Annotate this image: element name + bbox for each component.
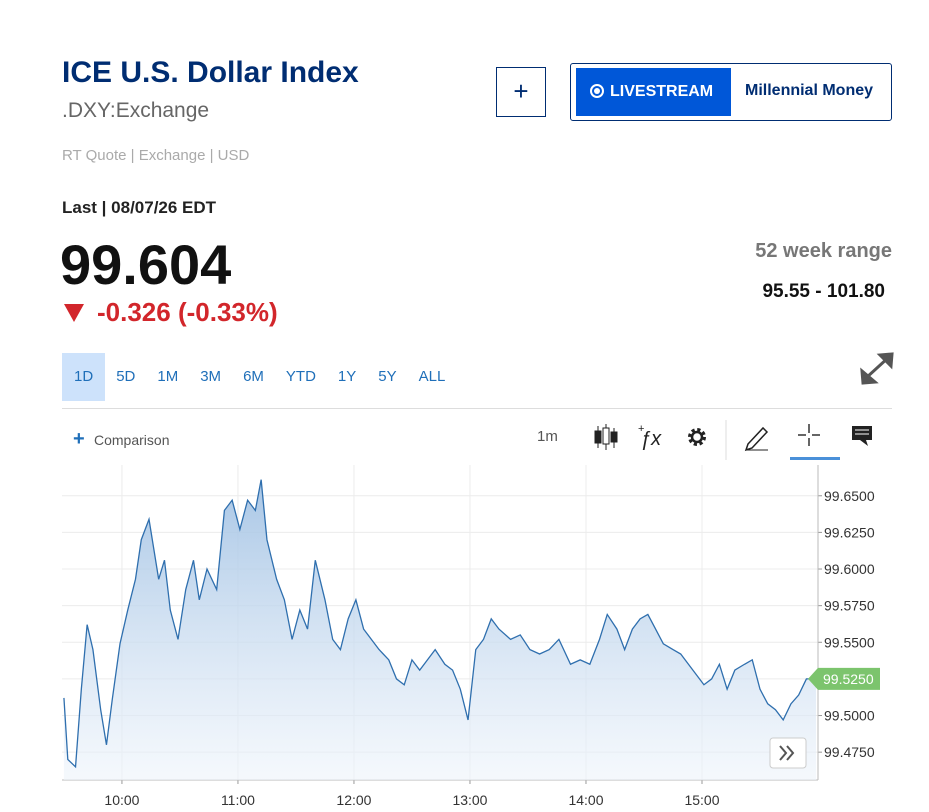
live-icon: [590, 84, 604, 98]
range-label: 52 week range: [755, 240, 892, 262]
divider: [62, 408, 892, 409]
range-tab[interactable]: 6M: [243, 368, 264, 385]
symbol: .DXY:Exchange: [62, 99, 210, 122]
range-tab[interactable]: 5D: [116, 368, 136, 385]
crosshair-icon[interactable]: [798, 424, 820, 446]
y-tick-label: 99.5500: [824, 634, 875, 650]
scroll-button[interactable]: [769, 737, 807, 769]
range-tab[interactable]: YTD: [285, 368, 316, 385]
livestream-button[interactable]: LIVESTREAM: [576, 68, 731, 116]
draw-icon[interactable]: [744, 426, 769, 452]
x-tick-label: 10:00: [104, 792, 139, 808]
price-tag: [808, 667, 880, 690]
x-tick-label: 14:00: [568, 792, 603, 808]
x-tick-label: 15:00: [684, 792, 719, 808]
x-tick-label: 12:00: [336, 792, 371, 808]
program-link[interactable]: Millennial Money: [745, 82, 874, 99]
expand-icon[interactable]: [860, 352, 894, 385]
comment-icon[interactable]: [852, 426, 872, 446]
last-label: Last | 08/07/26 EDT: [62, 198, 217, 217]
y-tick-label: 99.6000: [824, 561, 875, 577]
interval[interactable]: 1m: [537, 428, 558, 445]
comparison-button[interactable]: Comparison: [94, 432, 170, 448]
range-tab[interactable]: 1M: [157, 368, 179, 385]
y-tick-label: 99.5000: [824, 708, 875, 724]
add-button[interactable]: +: [496, 67, 546, 117]
area-fill: [63, 479, 817, 780]
y-tick-label: 99.4750: [824, 744, 875, 760]
range-tab[interactable]: 1Y: [337, 368, 357, 385]
range-tab[interactable]: 5Y: [378, 368, 397, 385]
live-dot: [594, 88, 600, 94]
down-arrow: [64, 304, 84, 322]
crosshair-active: [790, 457, 840, 460]
livestream-box: [570, 63, 892, 121]
candle-icon[interactable]: [594, 424, 618, 450]
change: -0.326 (-0.33%): [97, 297, 278, 327]
range-value: 95.55 - 101.80: [762, 281, 885, 302]
index-title: ICE U.S. Dollar Index: [62, 56, 359, 89]
fx-plus: +: [638, 423, 644, 435]
x-tick-label: 11:00: [221, 792, 255, 808]
y-tick-label: 99.6250: [824, 524, 875, 540]
y-tick-label: 99.5750: [824, 598, 875, 614]
plot: 99.4750 99.5000 99.5250 99.5500 99.5750 99.60…: [62, 465, 880, 808]
price: 99.604: [60, 233, 232, 296]
price-tag-label: 99.5250: [823, 671, 874, 687]
settings-icon[interactable]: [688, 428, 706, 446]
range-tab[interactable]: 1D: [62, 353, 106, 401]
price-line: [63, 479, 817, 769]
quote-source: RT Quote | Exchange | USD: [62, 147, 250, 164]
comparison-plus[interactable]: +: [73, 428, 85, 450]
range-tab[interactable]: ALL: [418, 368, 446, 385]
range-tabs: 1D 5D 1M 3M 6M YTD 1Y 5Y ALL: [62, 353, 456, 401]
x-tick-label: 13:00: [452, 792, 487, 808]
fx-icon[interactable]: ƒx: [640, 428, 662, 450]
range-tab[interactable]: 3M: [200, 368, 222, 385]
y-tick-label: 99.6500: [824, 488, 875, 504]
